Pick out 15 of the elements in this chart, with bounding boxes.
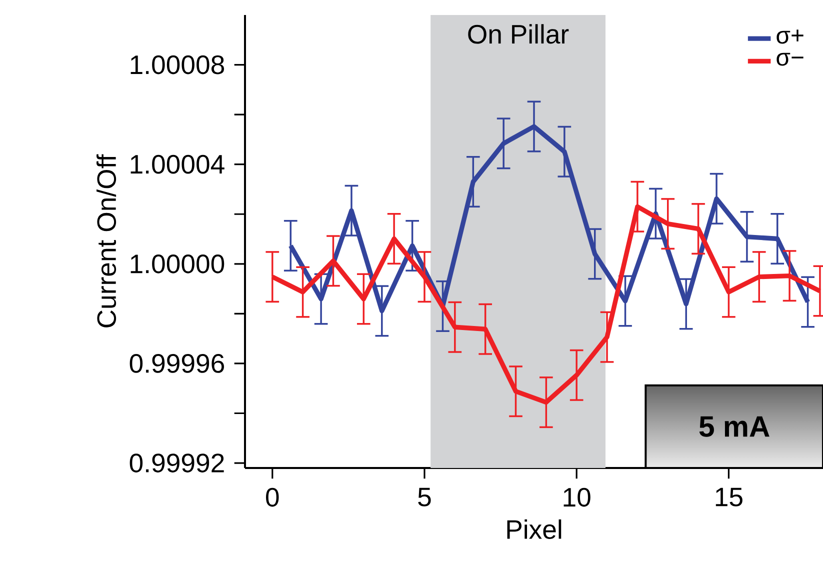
legend-label: σ+ [776, 30, 804, 44]
legend-label: σ− [776, 52, 804, 66]
y-axis-title: Current On/Off [96, 154, 116, 328]
y-tick-label: 0.99996 [130, 354, 224, 373]
band-label: On Pillar [468, 24, 569, 44]
x-tick-label: 5 [418, 488, 431, 506]
y-tick-label: 0.99992 [130, 454, 224, 472]
x-tick-label: 10 [564, 488, 590, 507]
annotation: 5 mA [699, 416, 770, 437]
y-tick-label: 1.00004 [130, 154, 224, 174]
x-tick-label: 15 [716, 488, 742, 506]
y-tick-label: 1.00000 [130, 254, 224, 274]
x-axis-title: Pixel [507, 519, 562, 539]
y-tick-label: 1.00008 [130, 55, 224, 74]
x-tick-label: 0 [266, 488, 279, 507]
